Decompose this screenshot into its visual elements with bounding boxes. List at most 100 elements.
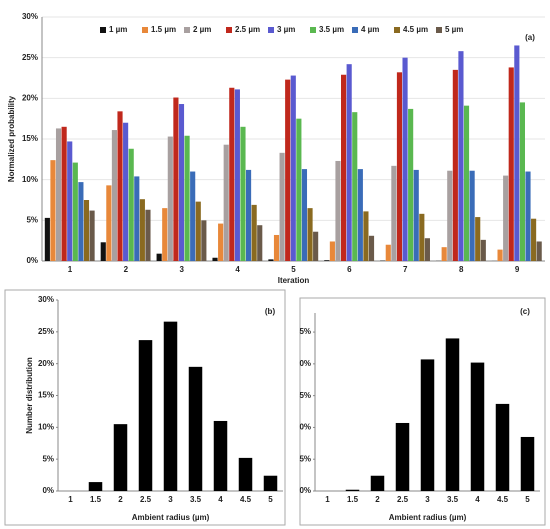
bar (503, 175, 509, 261)
bar (531, 218, 537, 261)
bar (357, 169, 363, 261)
y-tick-label: 15% (38, 391, 54, 400)
legend-swatch (142, 27, 148, 33)
x-axis-label: Iteration (278, 276, 310, 285)
bar (346, 64, 352, 261)
bar (100, 242, 106, 261)
y-tick-label: 25% (22, 53, 38, 62)
bar (173, 97, 179, 262)
bar (335, 160, 341, 261)
bar (263, 475, 278, 491)
x-tick-label: 4.5 (240, 495, 252, 504)
x-tick-label: 4 (235, 265, 240, 274)
y-tick-label: 5% (299, 327, 311, 336)
bar (223, 144, 229, 261)
bar (72, 162, 78, 261)
legend-label: 5 µm (445, 25, 463, 34)
bar (178, 104, 185, 261)
bar (67, 141, 73, 261)
bar (508, 67, 514, 261)
bar (145, 209, 151, 261)
x-axis-label: Ambient radius (µm) (132, 513, 210, 522)
y-axis-label: Normalized probability (7, 95, 16, 182)
bar (162, 208, 168, 261)
legend-label: 4 µm (361, 25, 379, 34)
y-tick-label: 5% (299, 454, 311, 463)
bar (480, 239, 486, 261)
y-tick-label: 0% (299, 486, 311, 495)
x-tick-label: 4 (218, 495, 223, 504)
bar (184, 135, 190, 261)
y-tick-label: 25% (38, 327, 54, 336)
bar (268, 259, 274, 261)
legend-label: 3.5 µm (319, 25, 344, 34)
bar (273, 234, 280, 261)
bar (368, 235, 375, 261)
x-tick-label: 3 (425, 495, 430, 504)
legend-swatch (394, 27, 400, 33)
bar (441, 247, 447, 261)
legend-label: 4.5 µm (403, 25, 428, 34)
y-tick-label: 0% (42, 486, 54, 495)
bar (290, 75, 296, 261)
panel-b-frame (4, 289, 286, 526)
y-tick-label: 20% (38, 359, 54, 368)
bar (234, 89, 240, 262)
x-tick-label: 2.5 (140, 495, 152, 504)
legend-swatch (226, 27, 232, 33)
bar (495, 403, 510, 491)
legend-swatch (310, 27, 316, 33)
legend-label: 2 µm (193, 25, 211, 34)
x-tick-label: 3 (179, 265, 184, 274)
bar (329, 241, 335, 261)
x-tick-label: 4 (475, 495, 480, 504)
bar (279, 152, 285, 261)
y-tick-label: 0% (26, 256, 38, 265)
bar (424, 238, 430, 261)
bar (345, 489, 360, 491)
bar (419, 213, 425, 261)
bar (123, 122, 129, 261)
bar (167, 136, 173, 261)
bar (238, 457, 253, 491)
bar (55, 128, 62, 261)
bar (458, 51, 464, 261)
bar (475, 217, 481, 261)
x-tick-label: 9 (515, 265, 520, 274)
bar (83, 200, 90, 261)
legend-swatch (436, 27, 442, 33)
bar (138, 340, 153, 491)
y-tick-label: 15% (22, 134, 38, 143)
y-axis-label: Number distribution (25, 357, 34, 434)
y-tick-label: 30% (38, 295, 54, 304)
bar (78, 182, 84, 261)
bar (470, 362, 485, 491)
legend-label: 2.5 µm (235, 25, 260, 34)
y-tick-label: 5% (299, 391, 311, 400)
bar (61, 126, 67, 261)
bar (88, 482, 103, 491)
x-tick-label: 1 (68, 495, 73, 504)
bar (324, 260, 330, 261)
legend-swatch (184, 27, 190, 33)
bar (420, 359, 435, 491)
bar (520, 436, 535, 491)
y-tick-label: 5% (26, 215, 38, 224)
x-tick-label: 1.5 (347, 495, 359, 504)
bar (514, 45, 520, 261)
bar (117, 111, 123, 261)
x-tick-label: 2.5 (397, 495, 409, 504)
bar (50, 160, 56, 261)
y-tick-label: 0% (299, 423, 311, 432)
bar (341, 74, 347, 261)
x-axis-label: Ambient radius (µm) (389, 513, 467, 522)
bar (525, 171, 531, 261)
bar (413, 169, 419, 261)
bar (111, 130, 118, 261)
x-tick-label: 3.5 (447, 495, 459, 504)
bar (240, 126, 246, 261)
bar (251, 204, 257, 261)
bar (106, 185, 112, 261)
x-tick-label: 3 (168, 495, 173, 504)
bar (452, 69, 458, 261)
